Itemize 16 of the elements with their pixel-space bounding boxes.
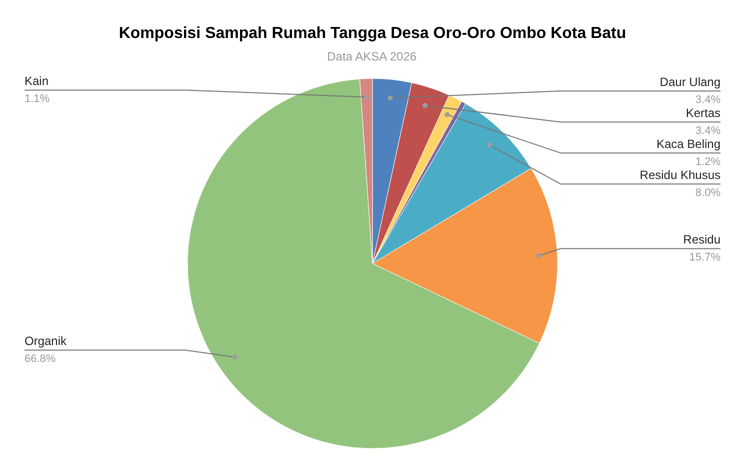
slice-label: Kaca Beling bbox=[656, 136, 721, 151]
slice-label: Residu Khusus bbox=[640, 168, 721, 182]
slice-label: Residu bbox=[683, 232, 721, 247]
data-label: 8.0% bbox=[695, 186, 721, 199]
slice-label: Kain bbox=[24, 74, 49, 88]
slice-label: Organik bbox=[24, 334, 68, 348]
data-label: 3.4% bbox=[695, 94, 721, 106]
data-label: 3.4% bbox=[695, 124, 721, 137]
data-label: 66.8% bbox=[24, 353, 56, 366]
slice-label: Daur Ulang bbox=[660, 74, 721, 89]
chart-title: Komposisi Sampah Rumah Tangga Desa Oro-Oro Ombo Kota Batu bbox=[118, 25, 626, 42]
data-label: 1.1% bbox=[24, 93, 50, 106]
chart-subtitle: Data AKSA 2026 bbox=[327, 50, 417, 64]
data-label: 15.7% bbox=[689, 252, 721, 264]
data-label: 1.2% bbox=[695, 156, 721, 168]
slice-label: Kertas bbox=[686, 106, 721, 120]
